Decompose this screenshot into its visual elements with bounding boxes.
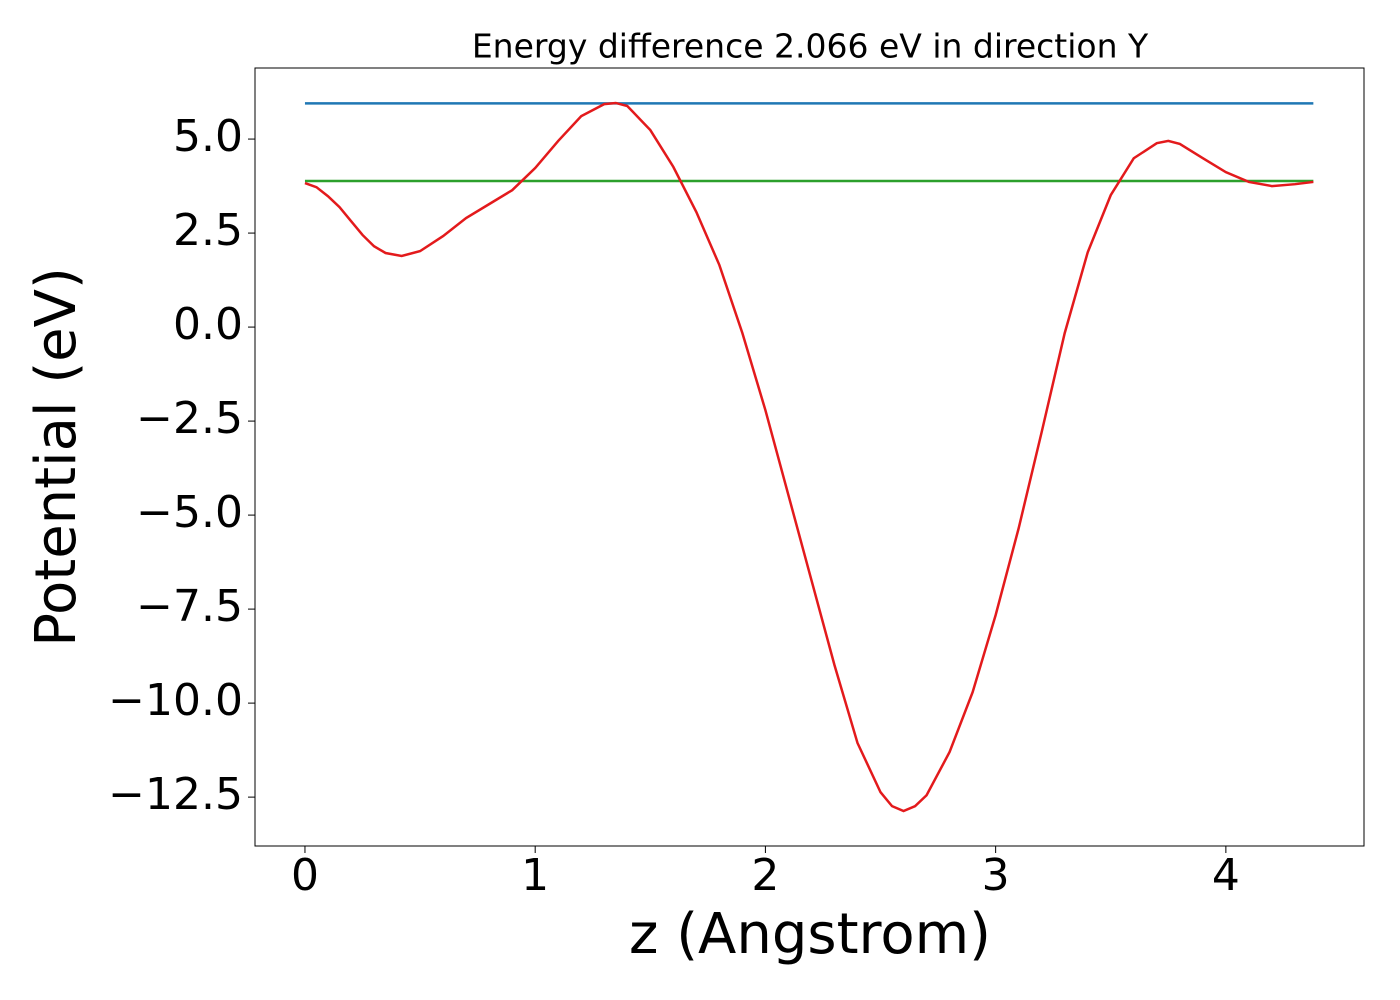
x-tick-label: 0	[291, 850, 319, 901]
y-tick-label: −10.0	[108, 675, 243, 726]
y-tick-label: 0.0	[173, 299, 243, 350]
x-tick-label: 4	[1212, 850, 1240, 901]
y-tick-label: −7.5	[136, 581, 243, 632]
y-tick-label: −2.5	[136, 393, 243, 444]
y-tick-label: 2.5	[173, 205, 243, 256]
y-tick-label: −5.0	[136, 487, 243, 538]
x-tick-label: 1	[521, 850, 549, 901]
chart-title: Energy difference 2.066 eV in direction …	[472, 27, 1149, 66]
y-tick-label: −12.5	[108, 769, 243, 820]
x-axis-label: z (Angstrom)	[629, 902, 991, 967]
y-axis-label: Potential (eV)	[24, 267, 89, 647]
plot-frame	[254, 67, 1365, 847]
y-tick-label: 5.0	[173, 111, 243, 162]
x-tick-label: 3	[982, 850, 1010, 901]
series-line	[304, 101, 1314, 813]
x-tick-label: 2	[751, 850, 779, 901]
